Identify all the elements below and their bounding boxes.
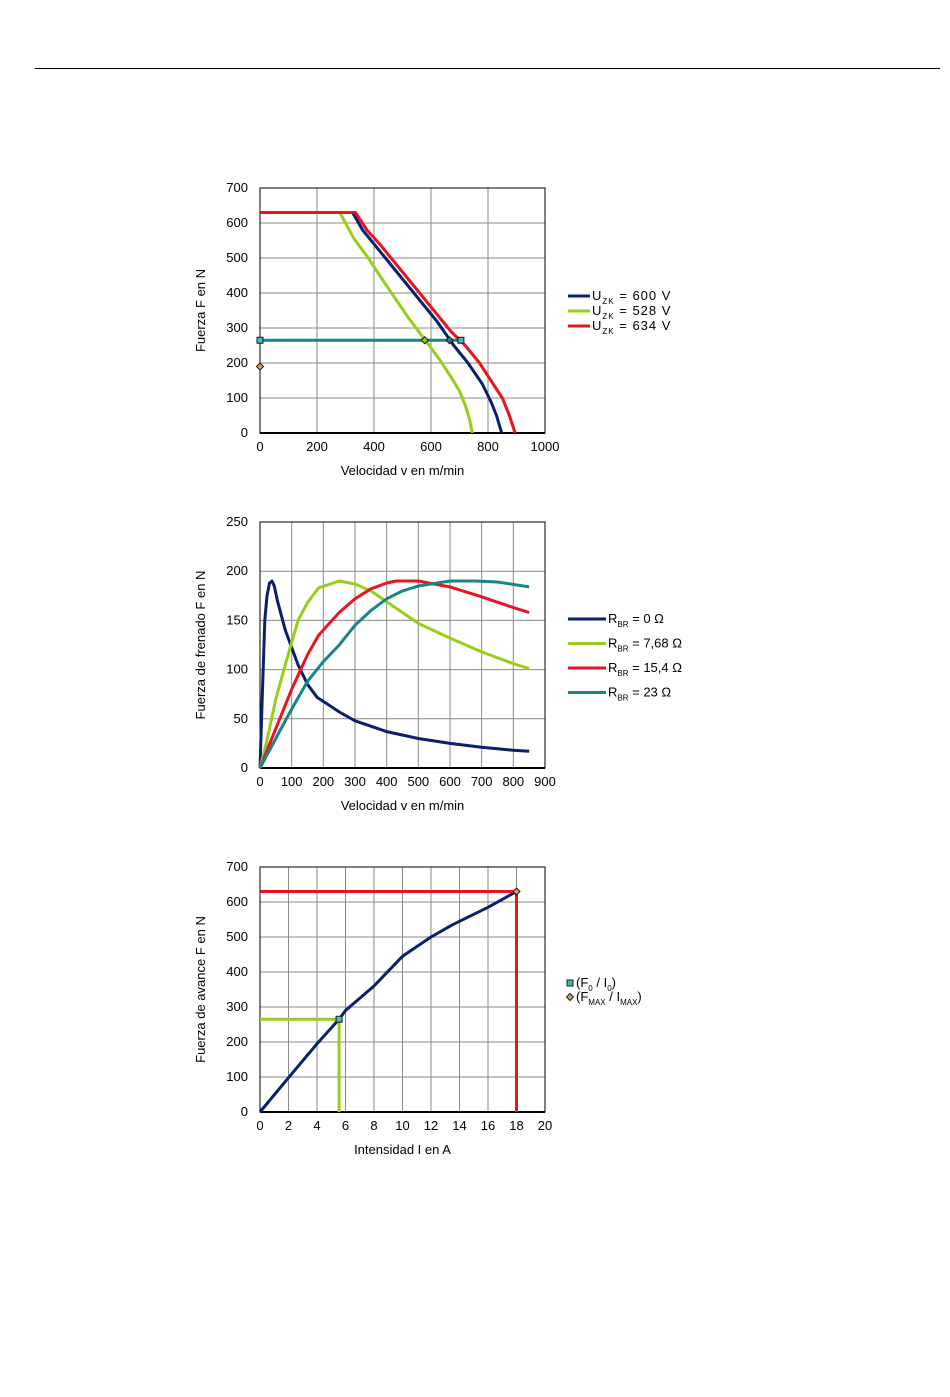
y-tick-label: 150 <box>226 612 248 627</box>
x-tick-label: 600 <box>439 774 461 789</box>
marker-square <box>256 336 264 344</box>
y-tick-label: 0 <box>241 1104 248 1119</box>
y-tick-label: 200 <box>226 563 248 578</box>
legend-label-2: RBR = 7,68 Ω <box>608 636 682 654</box>
x-tick-label: 0 <box>256 439 263 454</box>
y-tick-label: 100 <box>226 390 248 405</box>
legend-label-4: RBR = 23 Ω <box>608 685 671 703</box>
x-tick-label: 200 <box>306 439 328 454</box>
legend-label-2: UZK = 528 V <box>592 303 671 321</box>
chart-1: 0 200 400 600 800 1000 0 100 200 300 400 500 600 700 V… <box>193 180 671 478</box>
y-tick-label: 700 <box>226 859 248 874</box>
x-tick-label: 14 <box>452 1118 466 1133</box>
y-tick-label: 600 <box>226 894 248 909</box>
x-tick-label: 20 <box>538 1118 552 1133</box>
series-line-1 <box>258 579 530 769</box>
x-tick-label: 800 <box>502 774 524 789</box>
chart-3: 0 2 4 6 8 10 12 14 16 18 200100200300400500600700I… <box>193 859 642 1157</box>
x-tick-label: 18 <box>509 1118 523 1133</box>
series-line-1 <box>260 211 504 434</box>
header-rule <box>35 68 940 69</box>
marker-square <box>335 1015 343 1023</box>
x-tick-label: 12 <box>424 1118 438 1133</box>
legend-label-marker-2: (FMAX / IMAX) <box>576 989 642 1007</box>
x-tick-label: 800 <box>477 439 499 454</box>
y-tick-label: 100 <box>226 662 248 677</box>
legend-label-3: UZK = 634 V <box>592 318 671 336</box>
series-line-3 <box>258 579 530 769</box>
y-tick-label: 700 <box>226 180 248 195</box>
x-tick-label: 2 <box>285 1118 292 1133</box>
x-axis-label: Velocidad v en m/min <box>341 798 465 813</box>
x-tick-label: 10 <box>395 1118 409 1133</box>
chart-2: 0 100 200 300 400 500 600 700 800 900 0 50 100 150 200… <box>193 514 682 813</box>
y-tick-label: 500 <box>226 250 248 265</box>
x-tick-label: 0 <box>256 1118 263 1133</box>
x-axis-label: Velocidad v en m/min <box>341 463 465 478</box>
marker-diamond <box>445 336 454 345</box>
series-line-3 <box>260 211 517 434</box>
series-line-1 <box>258 890 518 1113</box>
x-tick-label: 400 <box>376 774 398 789</box>
y-tick-label: 0 <box>241 425 248 440</box>
y-axis-label: Fuerza F en N <box>193 269 208 352</box>
x-tick-label: 500 <box>407 774 429 789</box>
x-tick-label: 100 <box>281 774 303 789</box>
marker-square <box>457 336 465 344</box>
x-tick-label: 400 <box>363 439 385 454</box>
y-tick-label: 300 <box>226 999 248 1014</box>
legend-label-1: RBR = 0 Ω <box>608 611 664 629</box>
x-tick-label: 200 <box>312 774 334 789</box>
x-tick-label: 16 <box>481 1118 495 1133</box>
y-tick-label: 200 <box>226 355 248 370</box>
x-tick-label: 300 <box>344 774 366 789</box>
series-line-3 <box>260 890 518 1112</box>
y-tick-label: 500 <box>226 929 248 944</box>
x-tick-label: 700 <box>471 774 493 789</box>
x-tick-label: 6 <box>342 1118 349 1133</box>
legend-marker-square <box>566 979 574 987</box>
y-tick-label: 50 <box>234 711 248 726</box>
x-axis-label: Intensidad I en A <box>354 1142 451 1157</box>
y-tick-label: 400 <box>226 285 248 300</box>
x-tick-label: 4 <box>313 1118 320 1133</box>
legend-label-marker-1: (F0 / I0) <box>576 975 616 993</box>
x-tick-label: 8 <box>370 1118 377 1133</box>
legend-marker-diamond <box>565 992 575 1002</box>
series-line-2 <box>260 211 474 434</box>
marker-diamond <box>512 887 521 896</box>
y-tick-label: 100 <box>226 1069 248 1084</box>
series-line-2 <box>258 579 530 769</box>
y-tick-label: 400 <box>226 964 248 979</box>
plot-frame <box>259 521 546 769</box>
x-tick-label: 900 <box>534 774 556 789</box>
x-tick-label: 600 <box>420 439 442 454</box>
series-line-4 <box>258 579 530 769</box>
marker-diamond <box>255 362 265 371</box>
y-tick-label: 250 <box>226 514 248 529</box>
y-tick-label: 600 <box>226 215 248 230</box>
y-tick-label: 300 <box>226 320 248 335</box>
y-tick-label: 0 <box>241 760 248 775</box>
y-tick-label: 200 <box>226 1034 248 1049</box>
legend-label-3: RBR = 15,4 Ω <box>608 660 682 678</box>
y-axis-label: Fuerza de avance F en N <box>193 916 208 1063</box>
marker-diamond <box>420 336 429 345</box>
x-tick-label: 0 <box>256 774 263 789</box>
y-axis-label: Fuerza de frenado F en N <box>193 571 208 720</box>
x-tick-label: 1000 <box>531 439 560 454</box>
legend-label-1: UZK = 600 V <box>592 288 671 306</box>
